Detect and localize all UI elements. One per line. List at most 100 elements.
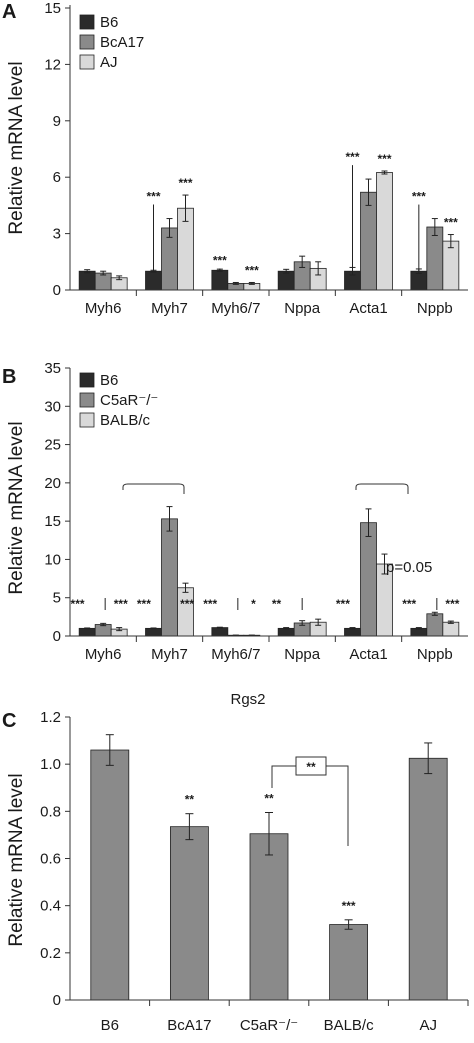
x-tick-label: Nppa bbox=[284, 300, 321, 317]
bar bbox=[177, 587, 194, 637]
panel-c-y-ticks: 0 0.2 0.4 0.6 0.8 1.0 1.2 bbox=[40, 709, 70, 1009]
significance-label: ** bbox=[272, 597, 282, 611]
bar bbox=[376, 172, 393, 291]
significance-label: ** bbox=[264, 792, 274, 806]
significance-label: *** bbox=[178, 176, 192, 190]
significance-label: *** bbox=[345, 150, 359, 164]
panel-c-bars bbox=[90, 734, 448, 1001]
significance-label: *** bbox=[180, 597, 194, 611]
bracket-label: ** bbox=[306, 760, 316, 774]
legend-label: B6 bbox=[100, 372, 118, 389]
x-tick-label: Myh7 bbox=[151, 300, 188, 317]
bar bbox=[329, 924, 369, 1001]
panel-a-significance: *** *** *** *** *** *** *** *** bbox=[146, 150, 458, 277]
bar bbox=[360, 522, 377, 637]
y-tick-label: 0.4 bbox=[40, 898, 61, 915]
panel-b-pvalue-note: p=0.05 bbox=[386, 559, 432, 576]
acta1-bracket-left bbox=[355, 483, 384, 490]
significance-label: *** bbox=[137, 597, 151, 611]
bar bbox=[249, 833, 289, 1001]
x-tick-label: Myh7 bbox=[151, 646, 188, 663]
x-tick-label: C5aR⁻/⁻ bbox=[240, 1017, 298, 1034]
y-tick-label: 25 bbox=[44, 437, 61, 454]
x-tick-label: Nppa bbox=[284, 646, 321, 663]
legend-swatch bbox=[79, 14, 95, 30]
legend-swatch bbox=[79, 392, 95, 408]
bar bbox=[211, 269, 229, 291]
bar bbox=[442, 621, 460, 637]
significance-label: *** bbox=[245, 263, 259, 277]
significance-label: *** bbox=[412, 190, 426, 204]
y-tick-label: 1.0 bbox=[40, 756, 61, 773]
x-tick-label: Acta1 bbox=[349, 646, 387, 663]
x-tick-label: BcA17 bbox=[167, 1017, 211, 1034]
bar bbox=[94, 272, 112, 291]
bracket-left-arm bbox=[271, 765, 296, 788]
y-tick-label: 6 bbox=[53, 169, 61, 186]
panel-a-y-ticks: 0 3 6 9 12 15 bbox=[44, 0, 70, 299]
panel-b-bars bbox=[78, 506, 460, 637]
significance-label: *** bbox=[71, 597, 85, 611]
myh7-bracket-left bbox=[122, 483, 155, 490]
bar bbox=[360, 191, 377, 291]
bar bbox=[94, 624, 112, 637]
y-tick-label: 9 bbox=[53, 113, 61, 130]
bar bbox=[78, 627, 96, 637]
panel-c-title: Rgs2 bbox=[230, 691, 265, 708]
x-tick-label: BALB/c bbox=[324, 1017, 375, 1034]
legend-swatch bbox=[79, 412, 95, 428]
x-tick-label: AJ bbox=[419, 1017, 437, 1034]
bar bbox=[426, 613, 444, 637]
panel-b-x-labels: Myh6 Myh7 Myh6/7 Nppa Acta1 Nppb bbox=[85, 636, 453, 663]
panel-a-bars bbox=[78, 170, 460, 291]
legend-swatch bbox=[79, 54, 95, 70]
panel-b-legend: B6 C5aR⁻/⁻ BALB/c bbox=[79, 372, 158, 429]
x-tick-label: B6 bbox=[101, 1017, 119, 1034]
y-tick-label: 3 bbox=[53, 226, 61, 243]
y-tick-label: 35 bbox=[44, 360, 61, 377]
bracket-label-box bbox=[295, 756, 327, 776]
significance-label: *** bbox=[146, 190, 160, 204]
panel-c-ylabel: Relative mRNA level bbox=[6, 773, 27, 946]
myh7-bracket-right bbox=[155, 483, 185, 494]
legend-label: C5aR⁻/⁻ bbox=[100, 392, 158, 409]
legend-label: B6 bbox=[100, 14, 118, 31]
legend-swatch bbox=[79, 372, 95, 388]
significance-label: *** bbox=[336, 597, 350, 611]
bar bbox=[78, 270, 96, 291]
x-tick-label: Acta1 bbox=[349, 300, 387, 317]
y-tick-label: 0 bbox=[53, 282, 61, 299]
legend-label: BcA17 bbox=[100, 34, 144, 51]
significance-label: *** bbox=[213, 253, 227, 267]
legend-label: BALB/c bbox=[100, 412, 151, 429]
y-tick-label: 20 bbox=[44, 475, 61, 492]
panel-b-y-ticks: 0 5 10 15 20 25 30 35 bbox=[44, 360, 70, 645]
bracket-right-arm bbox=[326, 765, 349, 846]
panel-a-letter: A bbox=[2, 1, 16, 23]
bar bbox=[277, 270, 295, 291]
panel-c: C Rgs2 Relative mRNA level 0 0.2 0.4 0.6 0.8… bbox=[2, 691, 469, 1034]
bar bbox=[145, 627, 162, 637]
legend-label: AJ bbox=[100, 54, 118, 71]
significance-label: *** bbox=[445, 597, 459, 611]
bar bbox=[410, 270, 428, 291]
acta1-bracket-right bbox=[384, 483, 409, 494]
panel-b-letter: B bbox=[2, 366, 16, 388]
bar bbox=[145, 270, 162, 291]
x-tick-label: Myh6/7 bbox=[211, 300, 260, 317]
panel-a-ylabel: Relative mRNA level bbox=[6, 61, 27, 234]
legend-swatch bbox=[79, 34, 95, 50]
y-tick-label: 10 bbox=[44, 551, 61, 568]
y-tick-label: 30 bbox=[44, 398, 61, 415]
significance-label: *** bbox=[203, 597, 217, 611]
bar bbox=[442, 240, 460, 291]
panel-c-bracket: ** bbox=[271, 756, 349, 846]
y-tick-label: 12 bbox=[44, 56, 61, 73]
panel-b-significance: *** *** *** *** *** * ** *** *** *** bbox=[71, 597, 460, 611]
panel-c-letter: C bbox=[2, 710, 16, 732]
panel-a-x-labels: Myh6 Myh7 Myh6/7 Nppa Acta1 Nppb bbox=[85, 290, 453, 317]
x-tick-label: Nppb bbox=[417, 646, 453, 663]
bar bbox=[161, 518, 178, 637]
bar bbox=[426, 226, 444, 291]
